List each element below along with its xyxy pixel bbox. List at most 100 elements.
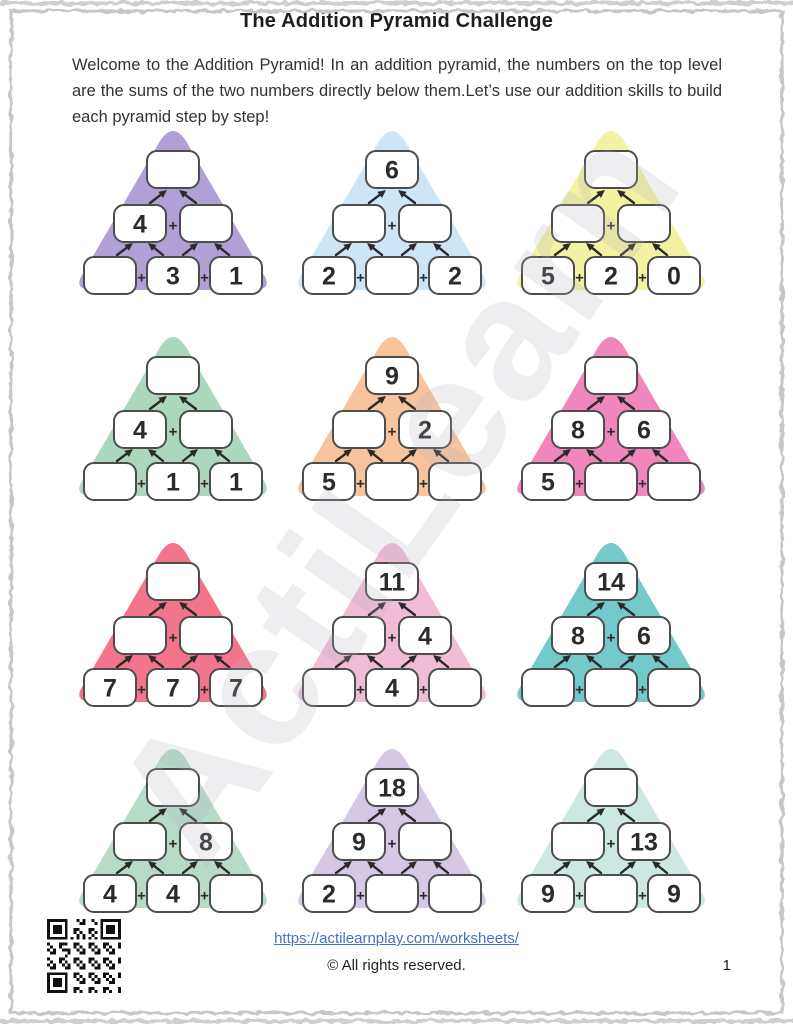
- copyright-text: © All rights reserved.: [327, 957, 466, 974]
- plus-sign: +: [419, 476, 428, 493]
- plus-sign: +: [200, 888, 209, 905]
- intro-text: Welcome to the Addition Pyramid! In an a…: [72, 56, 722, 127]
- answer-box-top: [584, 768, 638, 807]
- cell-value-b1: 3: [166, 263, 180, 291]
- plus-sign: +: [169, 630, 178, 647]
- cell-value-top: 6: [385, 157, 399, 185]
- pyramid-2: 6 2 2 + + +: [285, 118, 499, 296]
- answer-box-b1: [365, 256, 419, 295]
- answer-box-m0: [332, 616, 386, 655]
- cell-value-m1: 4: [418, 623, 432, 651]
- answer-box-m1: [398, 204, 452, 243]
- cell-value-b2: 0: [667, 263, 681, 291]
- cell-value-b0: 2: [322, 263, 336, 291]
- answer-box-m0: [551, 204, 605, 243]
- plus-sign: +: [356, 270, 365, 287]
- pyramid-5: 9 2 5 + + +: [285, 324, 499, 502]
- cell-value-b1: 1: [166, 469, 180, 497]
- cell-value-m1: 6: [637, 623, 651, 651]
- pyramid-4: 4 1 1 + + +: [66, 324, 280, 502]
- cell-value-top: 11: [379, 569, 406, 597]
- answer-box-b0: [302, 668, 356, 707]
- plus-sign: +: [607, 218, 616, 235]
- plus-sign: +: [169, 218, 178, 235]
- plus-sign: +: [137, 682, 146, 699]
- worksheets-link[interactable]: https://actilearnplay.com/worksheets/: [274, 930, 519, 947]
- plus-sign: +: [607, 836, 616, 853]
- plus-sign: +: [200, 270, 209, 287]
- plus-sign: +: [388, 218, 397, 235]
- pyramid-7: 7 7 7 + + +: [66, 530, 280, 708]
- plus-sign: +: [200, 476, 209, 493]
- answer-box-m0: [332, 410, 386, 449]
- cell-value-top: 18: [378, 775, 406, 803]
- cell-value-m1: 8: [199, 829, 213, 857]
- cell-value-m0: 8: [571, 417, 585, 445]
- answer-box-b1: [365, 462, 419, 501]
- cell-value-b2: 2: [448, 263, 462, 291]
- answer-box-b2: [647, 668, 701, 707]
- answer-box-m0: [551, 822, 605, 861]
- plus-sign: +: [575, 270, 584, 287]
- cell-value-b1: 4: [385, 675, 399, 703]
- answer-box-b0: [83, 256, 137, 295]
- answer-box-b1: [584, 462, 638, 501]
- answer-box-m1: [179, 410, 233, 449]
- answer-box-top: [146, 150, 200, 189]
- pyramid-9: 14 8 6 + + +: [504, 530, 718, 708]
- plus-sign: +: [169, 424, 178, 441]
- cell-value-m1: 6: [637, 417, 651, 445]
- answer-box-m0: [113, 822, 167, 861]
- pyramid-12: 13 9 9 + + +: [504, 736, 718, 914]
- cell-value-m0: 4: [133, 211, 147, 239]
- pyramid-6: 8 6 5 + + +: [504, 324, 718, 502]
- answer-box-m1: [179, 204, 233, 243]
- plus-sign: +: [419, 270, 428, 287]
- footer: https://actilearnplay.com/worksheets/ © …: [0, 905, 793, 1015]
- cell-value-b0: 5: [541, 263, 555, 291]
- pyramid-8: 11 4 4 + + +: [285, 530, 499, 708]
- answer-box-top: [146, 562, 200, 601]
- cell-value-b2: 7: [229, 675, 243, 703]
- plus-sign: +: [575, 888, 584, 905]
- plus-sign: +: [607, 630, 616, 647]
- cell-value-m0: 9: [352, 829, 366, 857]
- answer-box-m0: [113, 616, 167, 655]
- plus-sign: +: [388, 424, 397, 441]
- plus-sign: +: [137, 270, 146, 287]
- plus-sign: +: [575, 476, 584, 493]
- answer-box-top: [584, 356, 638, 395]
- page-number: 1: [722, 957, 731, 974]
- cell-value-top: 9: [385, 363, 399, 391]
- plus-sign: +: [575, 682, 584, 699]
- cell-value-m0: 8: [571, 623, 585, 651]
- plus-sign: +: [356, 682, 365, 699]
- plus-sign: +: [356, 888, 365, 905]
- answer-box-b2: [647, 462, 701, 501]
- plus-sign: +: [200, 682, 209, 699]
- answer-box-b0: [83, 462, 137, 501]
- answer-box-top: [584, 150, 638, 189]
- plus-sign: +: [388, 630, 397, 647]
- cell-value-b0: 7: [103, 675, 117, 703]
- page-title: The Addition Pyramid Challenge: [239, 10, 554, 32]
- answer-box-m1: [617, 204, 671, 243]
- pyramid-10: 8 4 4 + + +: [66, 736, 280, 914]
- plus-sign: +: [169, 836, 178, 853]
- cell-value-b2: 1: [229, 263, 243, 291]
- pyramid-11: 18 9 2 + + +: [285, 736, 499, 914]
- pyramid-1: 4 3 1 + + +: [66, 118, 280, 296]
- plus-sign: +: [638, 888, 647, 905]
- answer-box-top: [146, 768, 200, 807]
- cell-value-b0: 5: [322, 469, 336, 497]
- answer-box-b1: [584, 668, 638, 707]
- pyramid-3: 5 2 0 + + +: [504, 118, 718, 296]
- answer-box-b2: [428, 462, 482, 501]
- cell-value-m1: 13: [630, 829, 658, 857]
- plus-sign: +: [638, 682, 647, 699]
- cell-value-m1: 2: [418, 417, 432, 445]
- cell-value-m0: 4: [133, 417, 147, 445]
- plus-sign: +: [388, 836, 397, 853]
- cell-value-b1: 7: [166, 675, 180, 703]
